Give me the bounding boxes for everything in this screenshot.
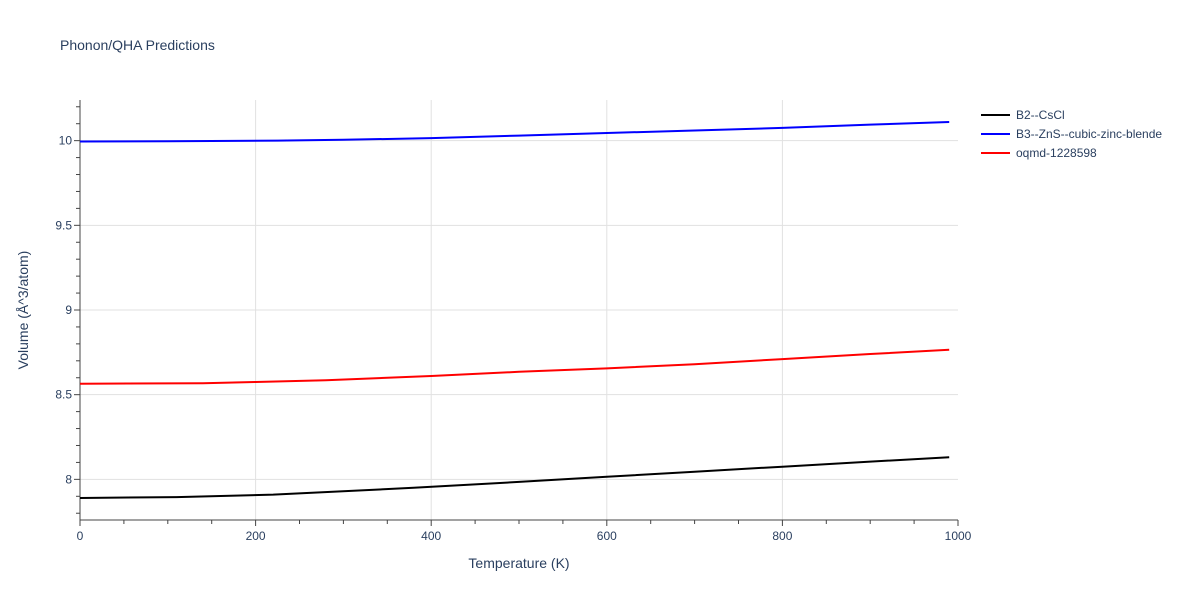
grid <box>80 100 958 520</box>
x-tick-label: 1000 <box>945 529 972 543</box>
series-line-1[interactable] <box>79 121 950 143</box>
chart-title: Phonon/QHA Predictions <box>60 37 215 53</box>
x-tick-label: 0 <box>77 529 84 543</box>
x-tick-label: 600 <box>597 529 617 543</box>
y-tick-label: 10 <box>59 134 73 148</box>
x-tick-label: 800 <box>772 529 792 543</box>
legend-label: B3--ZnS--cubic-zinc-blende <box>1016 127 1162 141</box>
series-line-2[interactable] <box>79 348 950 385</box>
series-line-0[interactable] <box>79 456 950 499</box>
legend-label: B2--CsCl <box>1016 108 1065 122</box>
legend-item[interactable]: B2--CsCl <box>981 108 1065 122</box>
x-tick-label: 400 <box>421 529 441 543</box>
y-axis-title: Volume (Å^3/atom) <box>15 251 31 370</box>
legend-item[interactable]: oqmd-1228598 <box>981 146 1097 160</box>
y-tick-label: 8 <box>65 472 72 486</box>
y-tick-label: 9.5 <box>55 218 72 232</box>
y-tick-label: 8.5 <box>55 388 72 402</box>
legend-item[interactable]: B3--ZnS--cubic-zinc-blende <box>981 127 1162 141</box>
axes: 0 200 400 600 800 1000 8 8.5 9 9.5 10 <box>55 100 972 543</box>
series-group <box>79 121 950 499</box>
legend-label: oqmd-1228598 <box>1016 146 1097 160</box>
x-axis-title: Temperature (K) <box>468 555 569 571</box>
legend[interactable]: B2--CsCl B3--ZnS--cubic-zinc-blende oqmd-1… <box>981 108 1162 160</box>
x-tick-label: 200 <box>246 529 266 543</box>
y-tick-label: 9 <box>65 303 72 317</box>
